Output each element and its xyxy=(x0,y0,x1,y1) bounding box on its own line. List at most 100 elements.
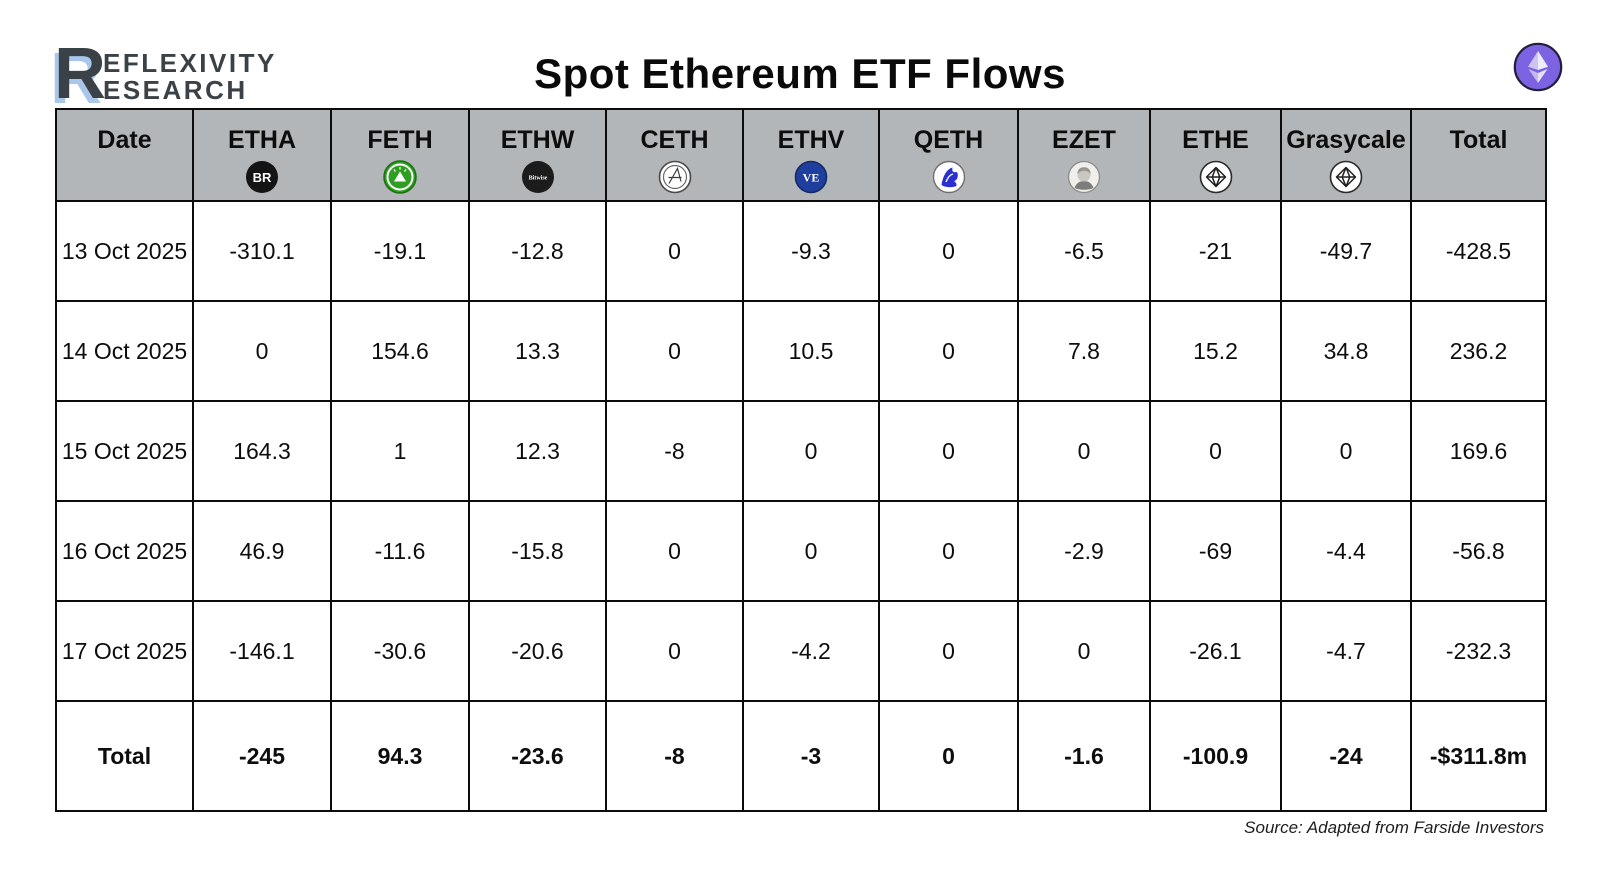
table-row: 16 Oct 2025 46.9 -11.6 -15.8 0 0 0 -2.9 -69 -4.4-… xyxy=(55,500,1547,602)
value-cell: -56.8 xyxy=(1410,500,1547,602)
value-cell: -11.6 xyxy=(330,500,470,602)
value-cell: -21 xyxy=(1149,200,1282,302)
value-cell: -19.1 xyxy=(330,200,470,302)
table-body: 13 Oct 2025 -310.1 -19.1 -12.8 0 -9.3 0 -6.5 -21… xyxy=(55,200,1547,812)
total-value-cell: -$311.8m xyxy=(1410,700,1547,812)
grayscale-icon xyxy=(1199,160,1233,194)
value-cell: 236.2 xyxy=(1410,300,1547,402)
value-cell: 46.9 xyxy=(192,500,332,602)
franklin-icon xyxy=(1067,160,1101,194)
value-cell: -310.1 xyxy=(192,200,332,302)
column-header-ethw: ETHW Bitwise xyxy=(468,108,607,202)
total-value-cell: -8 xyxy=(605,700,744,812)
grayscale-icon xyxy=(1329,160,1363,194)
value-cell: 15.2 xyxy=(1149,300,1282,402)
total-value-cell: 94.3 xyxy=(330,700,470,812)
value-cell: 0 xyxy=(1017,600,1151,702)
value-cell: -26.1 xyxy=(1149,600,1282,702)
value-cell: 0 xyxy=(1017,400,1151,502)
value-cell: 0 xyxy=(878,500,1019,602)
column-header-etha: ETHA BR xyxy=(192,108,332,202)
column-header-grayscale: Grasycale xyxy=(1280,108,1412,202)
total-value-cell: -245 xyxy=(192,700,332,812)
value-cell: 0 xyxy=(878,300,1019,402)
column-header-qeth: QETH xyxy=(878,108,1019,202)
total-value-cell: 0 xyxy=(878,700,1019,812)
value-cell: -69 xyxy=(1149,500,1282,602)
column-header-ethv: ETHV VE xyxy=(742,108,880,202)
table-row: 14 Oct 2025 0 154.6 13.3 0 10.5 0 7.8 15.2 34.8 23… xyxy=(55,300,1547,402)
blackrock-icon: BR xyxy=(245,160,279,194)
svg-text:VE: VE xyxy=(803,171,820,185)
value-cell: -6.5 xyxy=(1017,200,1151,302)
column-header-date: Date xyxy=(55,108,194,202)
date-cell: 15 Oct 2025 xyxy=(55,400,194,502)
column-label: CETH xyxy=(640,126,709,154)
value-cell: 0 xyxy=(192,300,332,402)
value-cell: -20.6 xyxy=(468,600,607,702)
value-cell: -428.5 xyxy=(1410,200,1547,302)
value-cell: -4.4 xyxy=(1280,500,1412,602)
value-cell: -146.1 xyxy=(192,600,332,702)
page-header: R EFLEXIVITY ESEARCH Spot Ethereum ETF F… xyxy=(0,0,1600,110)
value-cell: -15.8 xyxy=(468,500,607,602)
value-cell: 154.6 xyxy=(330,300,470,402)
value-cell: -4.7 xyxy=(1280,600,1412,702)
value-cell: 0 xyxy=(742,500,880,602)
table-row: 15 Oct 2025 164.3 1 12.3 -8 0 0 0 0 0 169.6 xyxy=(55,400,1547,502)
ethereum-icon xyxy=(1513,42,1563,92)
value-cell: 169.6 xyxy=(1410,400,1547,502)
date-cell: 16 Oct 2025 xyxy=(55,500,194,602)
column-label: Date xyxy=(97,126,152,154)
column-label: Total xyxy=(1449,126,1508,154)
value-cell: 1 xyxy=(330,400,470,502)
value-cell: -8 xyxy=(605,400,744,502)
page-title: Spot Ethereum ETF Flows xyxy=(534,50,1066,97)
bitwise-icon: Bitwise xyxy=(521,160,555,194)
value-cell: 0 xyxy=(1280,400,1412,502)
vaneck-icon: VE xyxy=(794,160,828,194)
value-cell: 0 xyxy=(1149,400,1282,502)
value-cell: 0 xyxy=(605,300,744,402)
21shares-icon xyxy=(658,160,692,194)
column-header-ceth: CETH xyxy=(605,108,744,202)
value-cell: 34.8 xyxy=(1280,300,1412,402)
reflexivity-research-logo: R EFLEXIVITY ESEARCH xyxy=(54,38,277,109)
total-row: Total -245 94.3 -23.6 -8 -3 0 -1.6 -100.9 -24 -$31… xyxy=(55,700,1547,812)
value-cell: 0 xyxy=(878,200,1019,302)
total-value-cell: -3 xyxy=(742,700,880,812)
table-row: 17 Oct 2025 -146.1 -30.6 -20.6 0 -4.2 0 0 -26.1-… xyxy=(55,600,1547,702)
column-header-ethe: ETHE xyxy=(1149,108,1282,202)
date-cell: 13 Oct 2025 xyxy=(55,200,194,302)
value-cell: -2.9 xyxy=(1017,500,1151,602)
column-label: EZET xyxy=(1052,126,1116,154)
value-cell: -9.3 xyxy=(742,200,880,302)
value-cell: 0 xyxy=(878,600,1019,702)
etf-flows-table: Date ETHA BR FETH ETHW Bitwise CETH ETHV… xyxy=(55,108,1547,812)
value-cell: 0 xyxy=(605,500,744,602)
value-cell: -232.3 xyxy=(1410,600,1547,702)
value-cell: 13.3 xyxy=(468,300,607,402)
invesco-icon xyxy=(932,160,966,194)
logo-line-1: EFLEXIVITY xyxy=(103,48,277,78)
value-cell: -4.2 xyxy=(742,600,880,702)
value-cell: 0 xyxy=(742,400,880,502)
date-cell: 17 Oct 2025 xyxy=(55,600,194,702)
value-cell: 0 xyxy=(878,400,1019,502)
header-row: Date ETHA BR FETH ETHW Bitwise CETH ETHV… xyxy=(55,108,1547,202)
fidelity-icon xyxy=(383,160,417,194)
column-header-total: Total xyxy=(1410,108,1547,202)
column-label: ETHE xyxy=(1182,126,1249,154)
table-header: Date ETHA BR FETH ETHW Bitwise CETH ETHV… xyxy=(55,108,1547,202)
value-cell: 0 xyxy=(605,200,744,302)
total-label-cell: Total xyxy=(55,700,194,812)
value-cell: -30.6 xyxy=(330,600,470,702)
value-cell: -12.8 xyxy=(468,200,607,302)
svg-text:Bitwise: Bitwise xyxy=(528,176,547,182)
logo-wordmark: EFLEXIVITY ESEARCH xyxy=(103,50,277,103)
column-header-ezet: EZET xyxy=(1017,108,1151,202)
svg-text:BR: BR xyxy=(253,170,272,185)
logo-line-2: ESEARCH xyxy=(103,74,248,105)
total-value-cell: -23.6 xyxy=(468,700,607,812)
date-cell: 14 Oct 2025 xyxy=(55,300,194,402)
